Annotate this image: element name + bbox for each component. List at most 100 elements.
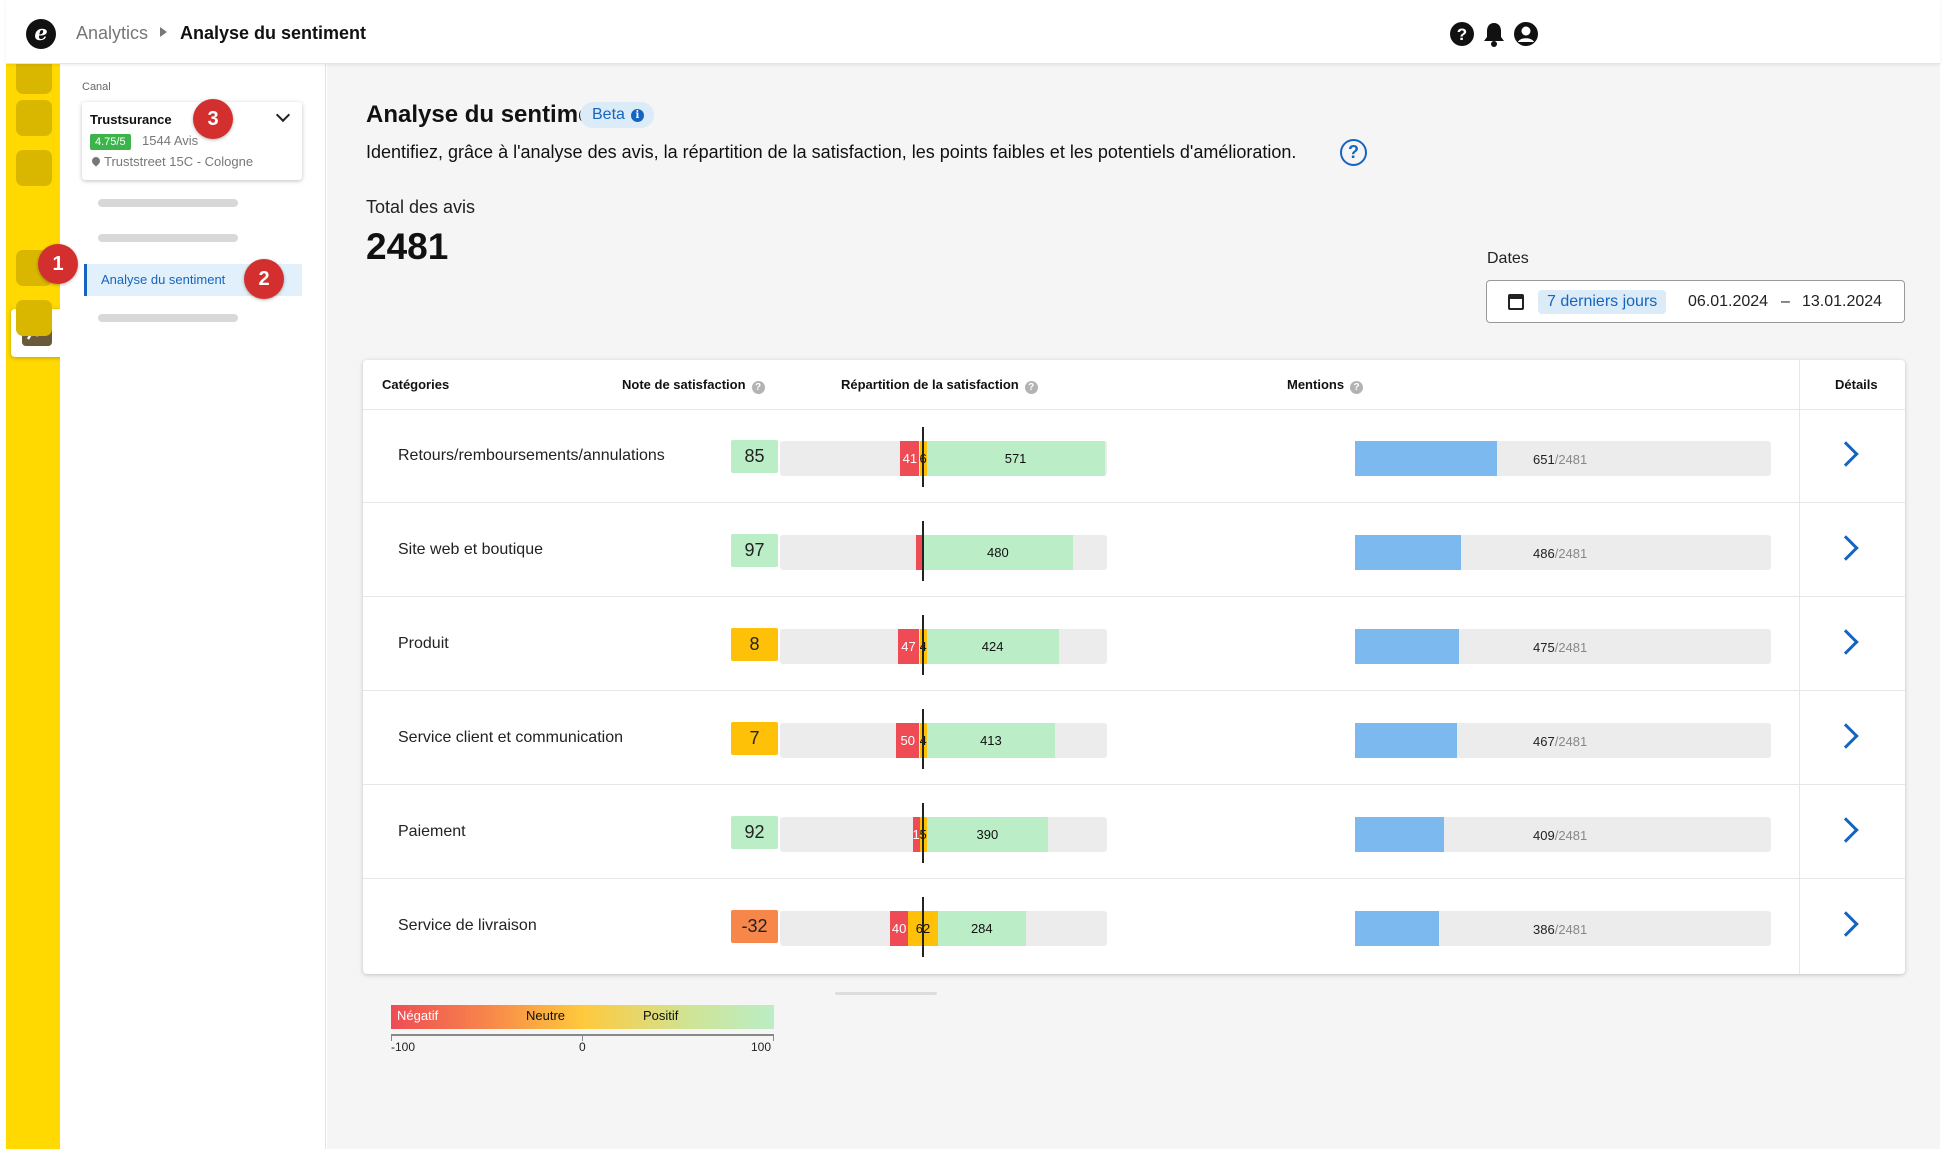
beta-badge[interactable]: Beta i (580, 102, 654, 128)
distribution-bar: 474424 (780, 629, 1107, 664)
rail-item-2[interactable] (16, 100, 52, 136)
mentions-slash: / (1554, 734, 1559, 749)
table-row[interactable]: Retours/remboursements/annulations854165… (363, 410, 1905, 503)
question-icon[interactable]: ? (1024, 381, 1038, 394)
negative-segment (916, 535, 923, 570)
bell-icon[interactable] (1481, 21, 1507, 47)
mentions-total: 2481 (1558, 452, 1588, 467)
legend-tick (391, 1035, 392, 1041)
table-row[interactable]: Site web et boutique 97 480 486/2481 (363, 504, 1905, 597)
zero-line (922, 897, 924, 957)
chevron-right-icon[interactable] (1833, 441, 1859, 467)
step-marker-3: 3 (193, 99, 233, 139)
distribution-bar: 504413 (780, 723, 1107, 758)
rail-item-6[interactable] (16, 300, 52, 336)
positive-segment: 480 (923, 535, 1073, 570)
date-from[interactable]: 06.01.2024 (1688, 293, 1769, 310)
date-range-picker[interactable]: 7 derniers jours 06.01.2024 – 13.01.2024 (1486, 280, 1905, 323)
table-row[interactable]: Service client et communication 7504413 46… (363, 692, 1905, 785)
question-icon[interactable]: ? (751, 381, 765, 394)
chevron-down-icon[interactable] (275, 107, 291, 123)
legend-negative: Négatif (397, 1008, 439, 1023)
legend-neutral: Neutre (526, 1008, 566, 1023)
header-mentions: Mentions? (1287, 377, 1364, 394)
mentions-value: 409 (1533, 828, 1555, 843)
primary-nav-rail (6, 58, 65, 1149)
review-count: 1544 Avis (142, 133, 199, 148)
date-separator: – (1781, 293, 1790, 310)
channel-address: Truststreet 15C - Cologne (104, 154, 254, 169)
negative-segment: 41 (900, 441, 920, 476)
account-icon[interactable] (1513, 21, 1539, 47)
breadcrumb-analytics[interactable]: Analytics (76, 23, 149, 43)
nav-placeholder (98, 234, 238, 242)
zero-line (922, 803, 924, 863)
category-name: Service client et communication (398, 729, 623, 746)
mentions-bar: 386/2481 (1355, 911, 1771, 946)
table-row[interactable]: Service de livraison -324062284 386/2481 (363, 880, 1905, 973)
negative-segment: 50 (896, 723, 920, 758)
zero-line (922, 427, 924, 487)
table-row[interactable]: Paiement 92145390 409/2481 (363, 786, 1905, 879)
date-range-preset[interactable]: 7 derniers jours (1538, 290, 1667, 314)
mentions-total: 2481 (1558, 734, 1588, 749)
app-logo[interactable]: e (26, 19, 56, 49)
header-details: Détails (1835, 377, 1878, 392)
rail-item-1[interactable] (16, 58, 52, 94)
category-name: Service de livraison (398, 917, 537, 934)
question-icon[interactable]: ? (1350, 381, 1364, 394)
mentions-total: 2481 (1558, 546, 1588, 561)
legend-gradient: Négatif Neutre Positif (391, 1005, 774, 1029)
positive-segment: 571 (926, 441, 1105, 476)
mentions-fill (1355, 723, 1457, 758)
header-score: Note de satisfaction? (622, 377, 765, 394)
distribution-bar: 480 (780, 535, 1107, 570)
table-header: Catégories Note de satisfaction? Réparti… (363, 360, 1905, 410)
mentions-fill (1355, 817, 1444, 852)
help-circle-icon[interactable]: ? (1340, 139, 1367, 166)
dates-label: Dates (1487, 250, 1529, 267)
satisfaction-score: 92 (731, 816, 778, 849)
mentions-fill (1355, 441, 1497, 476)
positive-segment: 390 (926, 817, 1049, 852)
date-to[interactable]: 13.01.2024 (1802, 293, 1883, 310)
legend-tick (582, 1035, 583, 1041)
distribution-bar: 145390 (780, 817, 1107, 852)
channel-selector[interactable]: Trustsurance 4.75/5 1544 Avis Truststree… (82, 102, 302, 180)
legend-tick (773, 1035, 774, 1041)
legend-max: 100 (751, 1040, 772, 1054)
scroll-indicator[interactable] (835, 992, 937, 995)
rail-item-3[interactable] (16, 150, 52, 186)
chevron-right-icon[interactable] (1833, 911, 1859, 937)
mentions-count: 651/2481 (1533, 452, 1587, 467)
mentions-value: 486 (1533, 546, 1555, 561)
category-name: Site web et boutique (398, 541, 543, 558)
page-title: Analyse du sentiment (366, 101, 615, 128)
satisfaction-score: 8 (731, 628, 778, 661)
legend-min: -100 (391, 1040, 416, 1054)
header-label: Mentions (1287, 377, 1345, 392)
chevron-right-icon[interactable] (1833, 817, 1859, 843)
chevron-right-icon[interactable] (1833, 723, 1859, 749)
table-row[interactable]: Produit 8474424 475/2481 (363, 598, 1905, 691)
top-bar: e Analytics Analyse du sentiment ? (6, 0, 1940, 64)
positive-segment: 284 (937, 911, 1027, 946)
negative-segment: 14 (912, 817, 920, 852)
mentions-total: 2481 (1558, 922, 1588, 937)
header-label: Catégories (382, 377, 450, 392)
mentions-count: 475/2481 (1533, 640, 1587, 655)
page-description: Identifiez, grâce à l'analyse des avis, … (366, 142, 1297, 162)
mentions-value: 475 (1533, 640, 1555, 655)
legend-mid: 0 (579, 1040, 586, 1054)
mentions-count: 409/2481 (1533, 828, 1587, 843)
category-name: Produit (398, 635, 449, 652)
help-icon[interactable]: ? (1449, 21, 1475, 47)
channel-name: Trustsurance (90, 112, 172, 127)
mentions-count: 486/2481 (1533, 546, 1587, 561)
sentiment-table: Catégories Note de satisfaction? Réparti… (363, 360, 1905, 974)
chevron-right-icon[interactable] (1833, 629, 1859, 655)
mentions-bar: 486/2481 (1355, 535, 1771, 570)
distribution-bar: 416571 (780, 441, 1107, 476)
chevron-right-icon[interactable] (1833, 535, 1859, 561)
mentions-total: 2481 (1558, 828, 1588, 843)
